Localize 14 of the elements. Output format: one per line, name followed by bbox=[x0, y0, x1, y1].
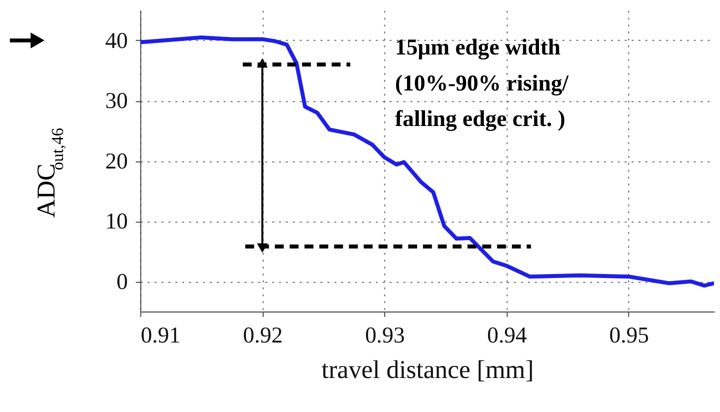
x-tick-label: 0.95 bbox=[609, 322, 649, 348]
y-tick-label: 0 bbox=[116, 268, 128, 294]
x-tick-label: 0.93 bbox=[365, 322, 405, 348]
x-tick-label: 0.92 bbox=[242, 322, 283, 348]
y-tick-label: 10 bbox=[105, 208, 128, 234]
y-tick-label: 20 bbox=[105, 148, 128, 174]
y-tick-label: 30 bbox=[105, 88, 128, 114]
x-axis-title: travel distance [mm] bbox=[322, 355, 534, 384]
x-tick-label: 0.91 bbox=[140, 322, 180, 348]
annotation: 15μm edge width (10%-90% rising/ falling edge crit. ) bbox=[395, 34, 570, 132]
x-tick-label: 0.94 bbox=[487, 322, 527, 348]
line-series bbox=[140, 35, 714, 288]
y-tick-label: 40 bbox=[105, 28, 128, 53]
y-axis-title: ADCout,46 bbox=[31, 128, 68, 218]
